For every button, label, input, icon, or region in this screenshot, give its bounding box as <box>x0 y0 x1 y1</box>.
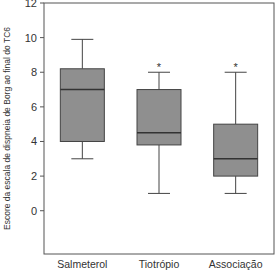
y-tick-label: 0 <box>31 205 37 217</box>
plot-frame <box>44 3 274 254</box>
whisker-lower <box>82 141 83 158</box>
box <box>214 124 258 176</box>
y-tick-label: 6 <box>31 101 37 113</box>
significance-mark: * <box>234 61 239 73</box>
whisker-upper <box>82 39 83 68</box>
y-tick <box>40 176 44 177</box>
cap-min <box>71 158 93 159</box>
chart-svg: 0 2 4 6 8 10 12 Escore da escala de dispneia de… <box>0 0 278 274</box>
y-tick <box>40 210 44 211</box>
y-tick-label: 10 <box>25 32 37 44</box>
y-tick <box>40 106 44 107</box>
box <box>60 69 104 142</box>
whisker-lower <box>159 145 160 193</box>
y-tick-label: 4 <box>31 135 37 147</box>
y-tick-label: 2 <box>31 170 37 182</box>
x-tick-label: Associação <box>209 258 263 270</box>
y-tick <box>40 37 44 38</box>
median <box>137 132 181 134</box>
significance-mark: * <box>157 61 162 73</box>
chart-container: 0 2 4 6 8 10 12 Escore da escala de dispneia de… <box>0 0 278 274</box>
whisker-lower <box>235 176 236 193</box>
whisker-upper <box>235 72 236 124</box>
box <box>137 90 181 145</box>
y-tick <box>40 3 44 4</box>
whisker-upper <box>159 72 160 89</box>
x-tick-label: Salmeterol <box>57 258 107 270</box>
y-tick <box>40 72 44 73</box>
y-tick-label: 8 <box>31 66 37 78</box>
boxes <box>60 39 257 193</box>
y-axis-label: Escore da escala de dispneia de Borg ao … <box>2 27 12 230</box>
median <box>60 89 104 91</box>
cap-max <box>71 39 93 40</box>
cap-min <box>225 193 247 194</box>
y-tick-label: 12 <box>25 0 37 9</box>
y-tick <box>40 141 44 142</box>
cap-min <box>148 193 170 194</box>
x-tick-label: Tiotrópio <box>139 258 180 270</box>
median <box>214 158 258 160</box>
